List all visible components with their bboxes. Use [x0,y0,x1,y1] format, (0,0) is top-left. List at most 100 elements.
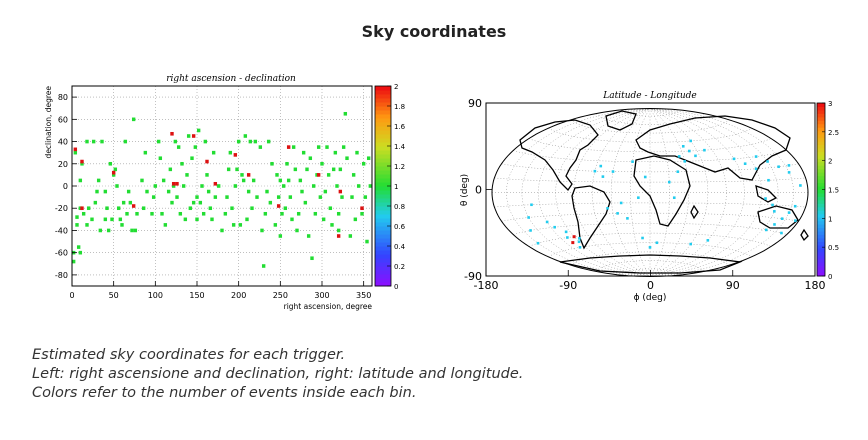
right-point [616,212,619,215]
left-bin [368,184,373,188]
left-colorbar-segment [375,134,391,139]
left-ticks: 0 50 100 150 200 250 300 350 -80 -60 -40 -20 0 20 40 60… [55,93,371,300]
left-bin [341,145,346,149]
left-bin [86,206,91,211]
left-bin [140,178,144,183]
left-colorbar-segment [375,202,391,207]
left-bin [223,211,228,216]
left-bin [188,206,193,211]
left-bin [238,223,243,227]
right-colorbar-segment [817,269,825,274]
left-colorbar-segment [375,154,391,159]
left-colorbar-label: 1.8 [394,103,405,111]
left-bin [293,167,298,172]
left-bin [325,145,329,149]
left-colorbar-segment [375,258,391,263]
left-colorbar-label: 1 [394,183,398,191]
right-colorbar-segment [817,220,825,225]
left-bin [355,150,359,155]
right-xtick-label: 0 [647,279,654,292]
left-bin [270,161,274,166]
right-point [530,203,533,207]
left-bin-count-2 [80,206,84,211]
left-bin [126,189,131,194]
left-bin [273,223,278,227]
left-bin [290,217,294,222]
left-colorbar-segment [375,254,391,259]
left-colorbar-segment [375,182,391,187]
right-colorbar-label: 2 [828,158,832,166]
left-ytick-label: -60 [55,249,68,258]
left-bin [311,184,316,188]
left-bin-count-2 [170,131,174,136]
left-colorbar-segment [375,110,391,115]
left-bin [116,206,121,211]
left-colorbar-segment [375,226,391,231]
right-point [655,241,659,245]
left-bin [283,206,288,211]
left-xtick-label: 250 [273,291,288,300]
right-colorbar-segment [817,255,825,260]
right-point [681,145,685,148]
right-colorbar-segment [817,248,825,253]
left-bin [113,167,118,172]
right-colorbar-segment [817,154,825,159]
right-colorbar-segment [817,172,825,177]
left-bin-count-2 [131,204,136,208]
right-colorbar-segment [817,237,825,242]
left-bin [216,184,221,188]
left-colorbar-segment [375,282,391,287]
left-colorbar-label: 1.4 [394,143,406,151]
caption-line: Estimated sky coordinates for each trigg… [32,347,346,363]
right-colorbar: 0 0.5 1 1.5 2 2.5 3 [816,100,839,281]
left-bin [171,184,176,188]
left-bin [180,161,184,166]
left-bin [336,228,341,233]
left-bin [351,173,356,177]
left-bin [350,195,354,199]
left-bin [226,167,231,172]
left-bin-count-2 [175,181,179,186]
left-colorbar-segment [375,118,391,123]
left-bin [228,150,233,155]
right-point [683,160,687,163]
right-point [689,242,693,246]
left-xtick-label: 350 [356,291,371,300]
right-parallel [570,119,730,134]
right-colorbar-segment [817,213,825,218]
left-bin [248,139,253,144]
left-bin [80,161,84,166]
right-colorbar-segment [817,258,825,263]
left-bin [316,145,321,149]
right-colorbar-segment [817,179,825,184]
projection-outline [491,107,809,278]
right-colorbar-label: 0.5 [828,244,839,252]
ra-dec-chart: right ascension - declination 0 50 100 150 2… [44,74,406,311]
page-title: Sky coordinates [361,22,507,41]
left-colorbar-label: 2 [394,83,398,91]
right-point-count-2 [572,235,576,239]
left-colorbar-segment [375,222,391,227]
right-point [637,196,640,199]
right-colorbar-segment [817,241,825,246]
right-colorbar-segment [817,175,825,180]
left-colorbar-segment [375,250,391,255]
left-bin [198,200,203,205]
left-bin [361,161,366,166]
right-point [706,239,710,242]
left-colorbar-segment [375,138,391,143]
right-meridian [538,108,651,277]
left-bin [255,195,259,199]
right-ytick-label: 90 [468,97,482,110]
left-bin [166,189,171,194]
left-bin [231,223,236,227]
left-colorbar-segment [375,122,391,127]
right-point [780,217,784,220]
right-point [553,225,556,229]
left-bin-count-2 [111,170,116,175]
left-bin [161,178,166,183]
right-colorbar-label: 1 [828,215,832,223]
left-bin [168,167,173,172]
right-colorbar-segment [817,210,825,215]
left-bin [336,211,341,216]
